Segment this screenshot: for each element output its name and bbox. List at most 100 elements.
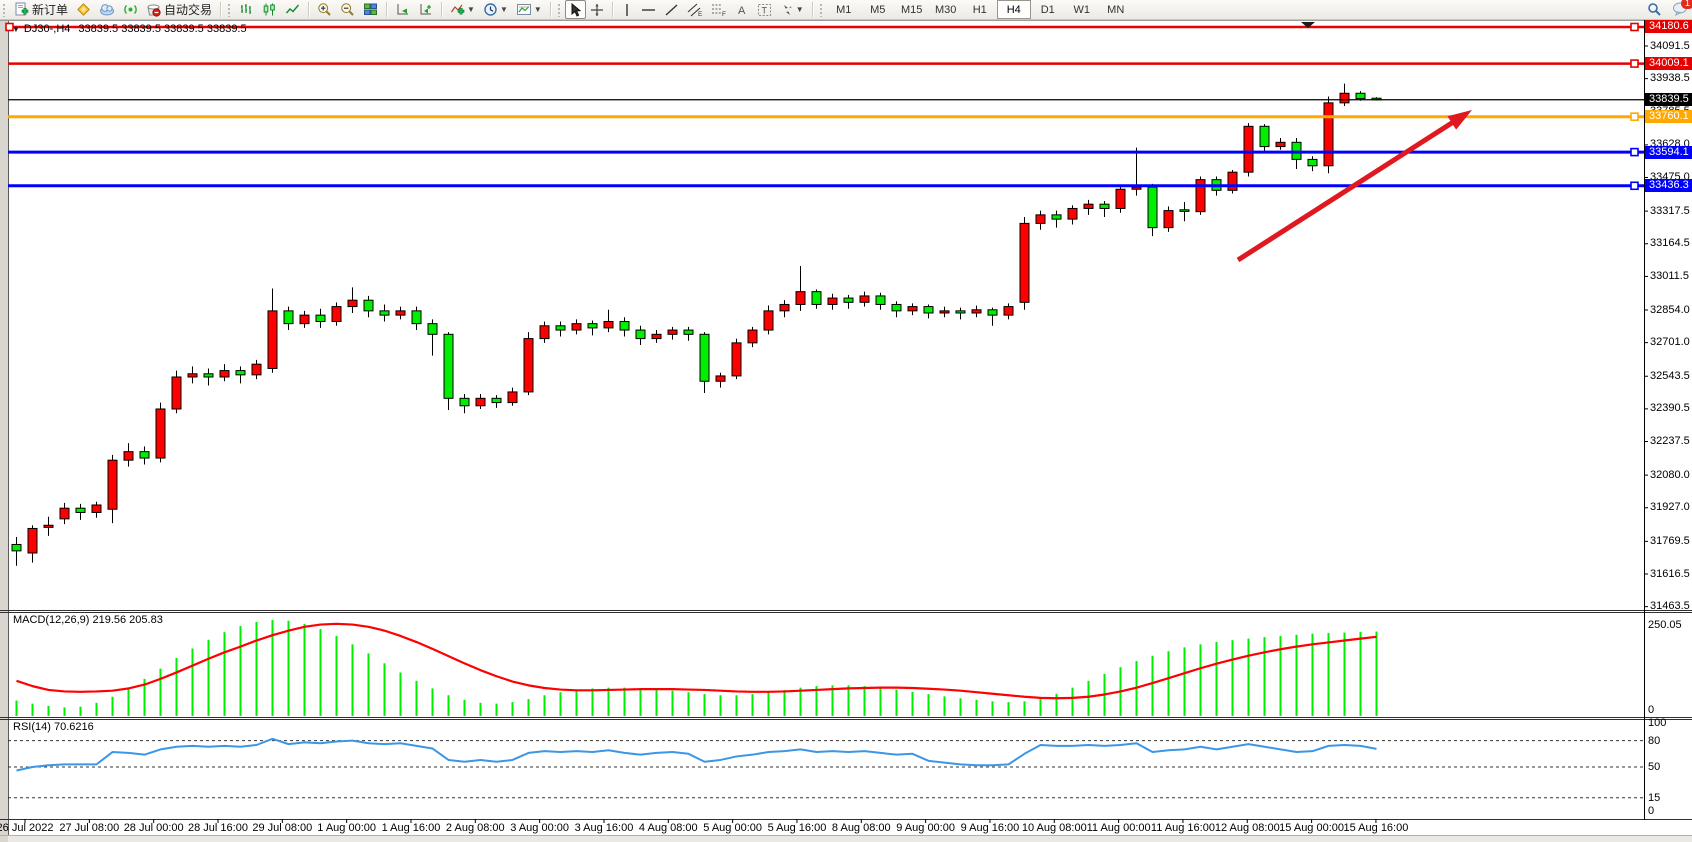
toolbar-separator xyxy=(386,2,388,17)
equidistant-channel-tool-button[interactable]: E xyxy=(683,0,707,19)
timeframe-m30-button[interactable]: M30 xyxy=(935,3,957,16)
timeframe-h1-button[interactable]: H1 xyxy=(972,3,987,16)
candle-body xyxy=(763,310,774,331)
arrows-tool-button[interactable]: ▼ xyxy=(776,0,808,19)
time-axis-label: 9 Aug 00:00 xyxy=(896,822,955,834)
chart-title: ▼ DJ30-,H4 33839.5 33839.5 33839.5 33839… xyxy=(12,23,247,35)
bar-chart-button[interactable] xyxy=(235,0,258,19)
macd-indicator-label: MACD(12,26,9) 219.56 205.83 xyxy=(13,614,163,626)
time-axis-label: 3 Aug 16:00 xyxy=(574,822,634,834)
line-handle[interactable] xyxy=(1630,147,1639,157)
candle-body xyxy=(1259,125,1270,148)
timeframe-m15-button[interactable]: M15 xyxy=(901,3,923,16)
timeframe-m5-button[interactable]: M5 xyxy=(870,3,886,16)
community-button[interactable] xyxy=(95,0,119,19)
candle-body xyxy=(1179,209,1190,212)
candle-body xyxy=(1035,214,1046,224)
auto-trading-icon xyxy=(147,4,161,17)
candle-body xyxy=(1227,171,1238,191)
tile-windows-button[interactable] xyxy=(359,0,382,19)
candle-body xyxy=(715,375,726,382)
signals-button[interactable] xyxy=(119,0,142,19)
text-label-tool-button[interactable]: T xyxy=(753,0,776,19)
vertical-line-tool-button[interactable] xyxy=(617,0,637,19)
zoom-out-icon xyxy=(341,3,354,16)
timeframe-m1-button[interactable]: M1 xyxy=(836,3,852,16)
candle-body xyxy=(827,297,838,305)
text-tool-button[interactable]: A xyxy=(731,0,753,19)
timeframe-mn-button[interactable]: MN xyxy=(1107,3,1125,16)
price-tick-label: 33011.5 xyxy=(1650,269,1689,282)
template-icon xyxy=(516,4,531,15)
annotation-arrow-shaft[interactable] xyxy=(1236,117,1459,263)
toolbar-grip[interactable] xyxy=(2,2,7,17)
auto-trading-label: 自动交易 xyxy=(164,3,213,17)
candle-body xyxy=(907,306,918,312)
trendline-tool-button[interactable] xyxy=(660,0,683,19)
toolbar: 新订单 自动交易 xyxy=(0,0,1692,20)
toolbar-separator xyxy=(811,2,813,17)
symbol-dropdown-icon[interactable]: ▼ xyxy=(12,24,20,34)
periods-button[interactable]: ▼ xyxy=(479,0,512,19)
candle-body xyxy=(731,342,742,377)
timeframe-toolbar: M1 M5 M15 M30 H1 H4 D1 W1 MN xyxy=(827,0,1133,19)
text-label-icon: T xyxy=(757,3,771,16)
candle-body xyxy=(91,504,102,513)
price-level-badge: 34009.1 xyxy=(1645,57,1692,71)
timeframe-d1-button[interactable]: D1 xyxy=(1040,3,1055,16)
line-chart-button[interactable] xyxy=(281,0,304,19)
notifications-button[interactable]: 1 xyxy=(1672,0,1692,19)
annotation-arrow-head[interactable] xyxy=(1447,110,1472,130)
auto-trading-button[interactable]: 自动交易 xyxy=(142,0,216,19)
new-order-button[interactable]: 新订单 xyxy=(10,0,72,19)
dropdown-arrow-icon: ▼ xyxy=(467,5,475,14)
toolbar-grip[interactable] xyxy=(818,2,824,17)
candlestick-chart-button[interactable] xyxy=(258,0,281,19)
candle-body xyxy=(475,397,486,407)
price-tick-label: 31616.5 xyxy=(1650,567,1690,580)
line-handle[interactable] xyxy=(1630,112,1639,121)
time-axis-label: 11 Aug 16:00 xyxy=(1150,822,1215,834)
price-level-badge: 34180.6 xyxy=(1645,20,1692,34)
price-tick-label: 31927.0 xyxy=(1650,501,1690,514)
line-handle[interactable] xyxy=(1630,59,1639,68)
price-tick-label: 32390.5 xyxy=(1650,402,1690,415)
zoom-in-button[interactable] xyxy=(313,0,336,19)
toolbar-grip[interactable] xyxy=(556,2,562,17)
fibonacci-icon: F xyxy=(711,4,726,17)
time-axis-label: 27 Jul 08:00 xyxy=(59,822,120,834)
line-handle[interactable] xyxy=(5,22,14,32)
candle-body xyxy=(1131,186,1142,190)
market-watch-button[interactable] xyxy=(72,0,95,19)
macd-axis-max-label: 250.05 xyxy=(1648,618,1682,631)
time-axis-label: 5 Aug 00:00 xyxy=(703,822,762,834)
trendline-icon xyxy=(665,3,678,16)
line-handle[interactable] xyxy=(1630,22,1639,32)
candle-body xyxy=(1003,306,1014,316)
candle-body xyxy=(491,397,502,404)
timeframe-w1-button[interactable]: W1 xyxy=(1073,3,1090,16)
channel-icon: E xyxy=(687,3,703,17)
current-price-badge: 33839.5 xyxy=(1645,93,1692,107)
fibonacci-tool-button[interactable]: F xyxy=(707,0,731,19)
timeframe-h4-button[interactable]: H4 xyxy=(996,0,1031,19)
time-axis-label: 10 Aug 08:00 xyxy=(1021,822,1087,834)
indicators-button[interactable]: ▼ xyxy=(446,0,479,19)
toolbar-grip[interactable] xyxy=(227,2,233,17)
search-icon[interactable] xyxy=(1647,2,1662,17)
dropdown-arrow-icon: ▼ xyxy=(795,5,804,14)
crosshair-tool-button[interactable] xyxy=(586,0,608,19)
templates-button[interactable]: ▼ xyxy=(512,0,546,19)
auto-scroll-button[interactable] xyxy=(391,0,414,19)
horizontal-line-tool-button[interactable] xyxy=(637,0,660,19)
chart-shift-marker[interactable] xyxy=(1301,22,1315,28)
line-handle[interactable] xyxy=(1630,181,1639,191)
candle-body xyxy=(955,310,966,314)
candle-body xyxy=(811,291,822,305)
candle-body xyxy=(283,310,294,325)
chart-shift-button[interactable] xyxy=(414,0,437,19)
time-axis-label: 1 Aug 00:00 xyxy=(317,822,377,834)
zoom-out-button[interactable] xyxy=(336,0,359,19)
cursor-tool-button[interactable] xyxy=(564,0,586,19)
